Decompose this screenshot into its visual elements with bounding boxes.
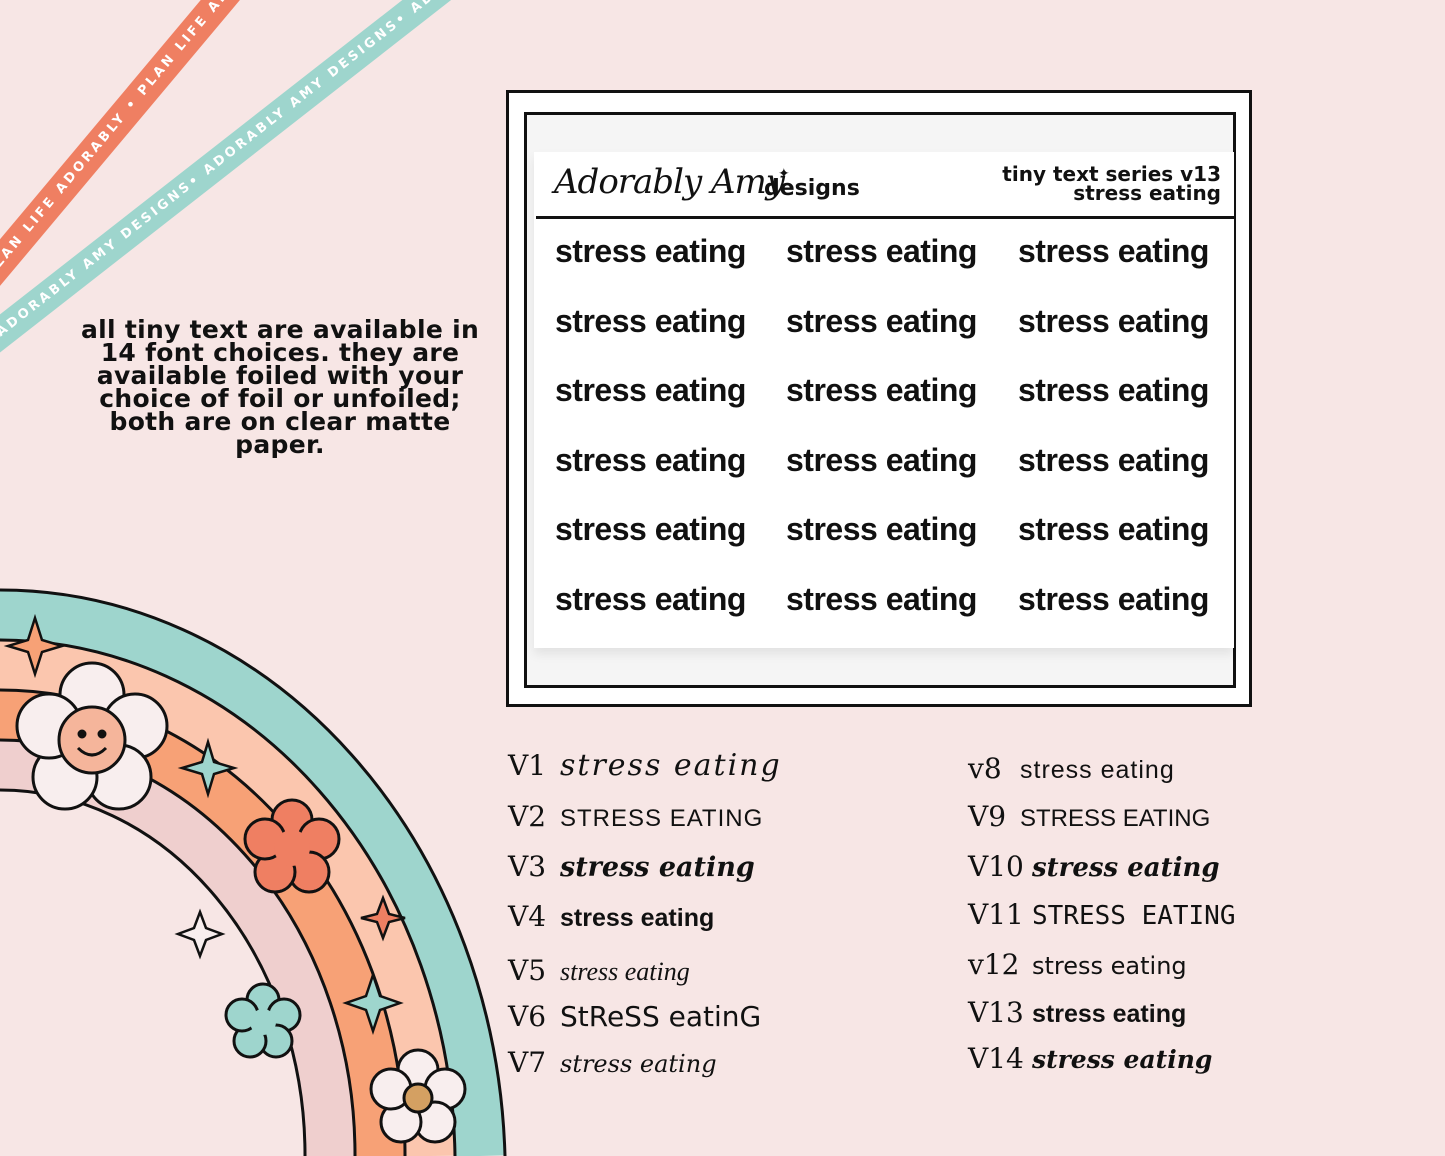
variant-sample-text: stress eating bbox=[560, 904, 715, 932]
stress-eating-sticker: stress eating bbox=[555, 372, 746, 408]
variant-sample-text: stress eating bbox=[560, 1050, 717, 1078]
rainbow-decoration bbox=[0, 588, 507, 1156]
font-variant-1: V1 stress eating bbox=[508, 748, 782, 783]
font-variant-11: V11 STReSS EATinG bbox=[968, 898, 1236, 931]
sheet-series-label: tiny text series v13 bbox=[1002, 162, 1221, 186]
stress-eating-sticker: stress eating bbox=[1018, 511, 1209, 547]
stress-eating-sticker: stress eating bbox=[555, 303, 746, 339]
sparkle-icon bbox=[174, 908, 226, 960]
stress-eating-sticker: stress eating bbox=[555, 511, 746, 547]
font-variant-5: V5 stress eating bbox=[508, 954, 690, 987]
stress-eating-sticker: stress eating bbox=[1018, 372, 1209, 408]
sheet-title: tiny text series v13 stress eating bbox=[980, 162, 1221, 205]
brand-logo: Adorably Amy bbox=[554, 162, 785, 202]
font-variant-8: v8 stress eating bbox=[968, 752, 1175, 785]
font-variant-13: V13 stress eating bbox=[968, 996, 1186, 1029]
sparkle-icon bbox=[342, 971, 404, 1035]
sparkle-icon bbox=[360, 894, 406, 942]
stress-eating-sticker: stress eating bbox=[786, 303, 977, 339]
variant-label: v12 bbox=[968, 948, 1020, 981]
variant-sample-text: STReSS EATinG bbox=[1032, 901, 1236, 931]
stress-eating-sticker: stress eating bbox=[786, 581, 977, 617]
stress-eating-sticker: stress eating bbox=[786, 372, 977, 408]
stress-eating-sticker: stress eating bbox=[555, 233, 746, 269]
variant-sample-text: stress eating bbox=[1032, 853, 1220, 883]
variant-label: V5 bbox=[508, 954, 547, 987]
smiley-flower-icon bbox=[15, 661, 169, 811]
variant-sample-text: STRESS EATING bbox=[560, 805, 764, 832]
sparkle-icon bbox=[177, 737, 239, 799]
sticker-sheet bbox=[534, 152, 1234, 648]
variant-sample-text: StReSS eatinG bbox=[560, 1000, 762, 1033]
font-variant-14: V14 stress eating bbox=[968, 1042, 1212, 1075]
sheet-header-divider bbox=[536, 216, 1234, 219]
sparkle-icon: ✦ bbox=[778, 166, 790, 182]
font-variant-10: V10 stress eating bbox=[968, 850, 1220, 883]
font-variant-7: V7 stress eating bbox=[508, 1046, 717, 1079]
variant-label: V13 bbox=[968, 996, 1024, 1029]
font-variant-6: V6 StReSS eatinG bbox=[508, 1000, 761, 1033]
stress-eating-sticker: stress eating bbox=[555, 442, 746, 478]
variant-sample-text: STRESS EATING bbox=[1020, 805, 1211, 832]
variant-label: V9 bbox=[968, 800, 1007, 833]
font-variant-12: v12 stress eating bbox=[968, 948, 1187, 981]
variant-label: V3 bbox=[508, 850, 547, 883]
variant-sample-text: stress eating bbox=[1032, 1000, 1187, 1028]
variant-sample-text: stress eating bbox=[1032, 952, 1187, 980]
variant-label: V7 bbox=[508, 1046, 547, 1079]
font-variant-3: V3 stress eating bbox=[508, 850, 755, 883]
variant-label: V1 bbox=[508, 749, 547, 782]
coral-flower-icon bbox=[243, 798, 341, 894]
variant-label: v8 bbox=[968, 752, 1002, 785]
stress-eating-sticker: stress eating bbox=[1018, 581, 1209, 617]
variant-sample-text: stress eating bbox=[560, 957, 690, 986]
sparkle-icon bbox=[3, 613, 67, 679]
stress-eating-sticker: stress eating bbox=[786, 442, 977, 478]
stress-eating-sticker: stress eating bbox=[1018, 303, 1209, 339]
product-info-text: all tiny text are available in 14 font c… bbox=[80, 315, 480, 459]
variant-label: V10 bbox=[968, 850, 1024, 883]
rainbow-band-teal bbox=[0, 590, 505, 1156]
sheet-theme-label: stress eating bbox=[1073, 181, 1221, 205]
white-daisy-icon bbox=[369, 1048, 467, 1144]
variant-sample-text: stress eating bbox=[1020, 756, 1175, 784]
brand-logo-subtitle: designs bbox=[764, 176, 860, 201]
stress-eating-sticker: stress eating bbox=[555, 581, 746, 617]
variant-sample-text: stress eating bbox=[1032, 1045, 1213, 1074]
variant-label: V6 bbox=[508, 1000, 547, 1033]
variant-label: V4 bbox=[508, 900, 547, 933]
stress-eating-sticker: stress eating bbox=[786, 233, 977, 269]
stress-eating-sticker: stress eating bbox=[1018, 233, 1209, 269]
teal-flower-icon bbox=[224, 982, 302, 1059]
font-variant-4: V4 stress eating bbox=[508, 900, 714, 933]
variant-sample-text: stress eating bbox=[560, 748, 782, 783]
variant-label: V2 bbox=[508, 800, 547, 833]
stress-eating-sticker: stress eating bbox=[786, 511, 977, 547]
stress-eating-sticker: stress eating bbox=[1018, 442, 1209, 478]
font-variant-9: V9 STRESS EATING bbox=[968, 800, 1210, 833]
variant-label: V14 bbox=[968, 1042, 1024, 1075]
variant-sample-text: stress eating bbox=[560, 852, 755, 883]
variant-label: V11 bbox=[968, 898, 1024, 931]
font-variant-2: V2 STRESS EATING bbox=[508, 800, 763, 833]
